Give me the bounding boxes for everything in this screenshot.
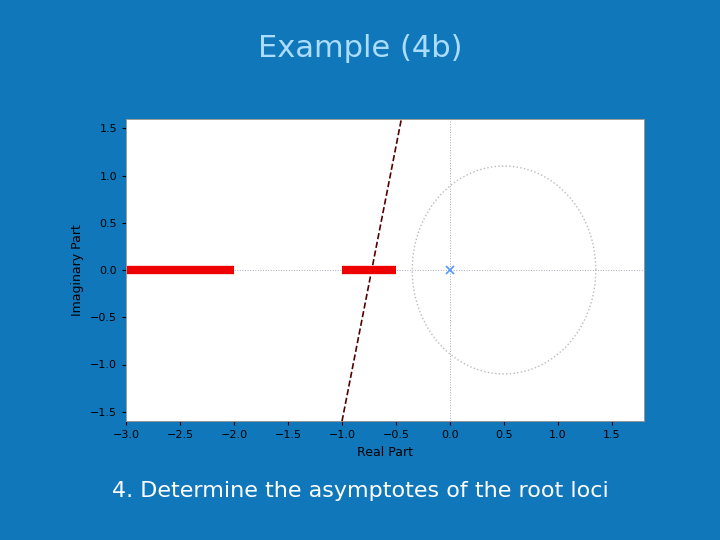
Text: 4. Determine the asymptotes of the root loci: 4. Determine the asymptotes of the root … — [112, 481, 608, 502]
X-axis label: Real Part: Real Part — [357, 446, 413, 459]
Y-axis label: Imaginary Part: Imaginary Part — [71, 224, 84, 316]
Text: Example (4b): Example (4b) — [258, 34, 462, 63]
